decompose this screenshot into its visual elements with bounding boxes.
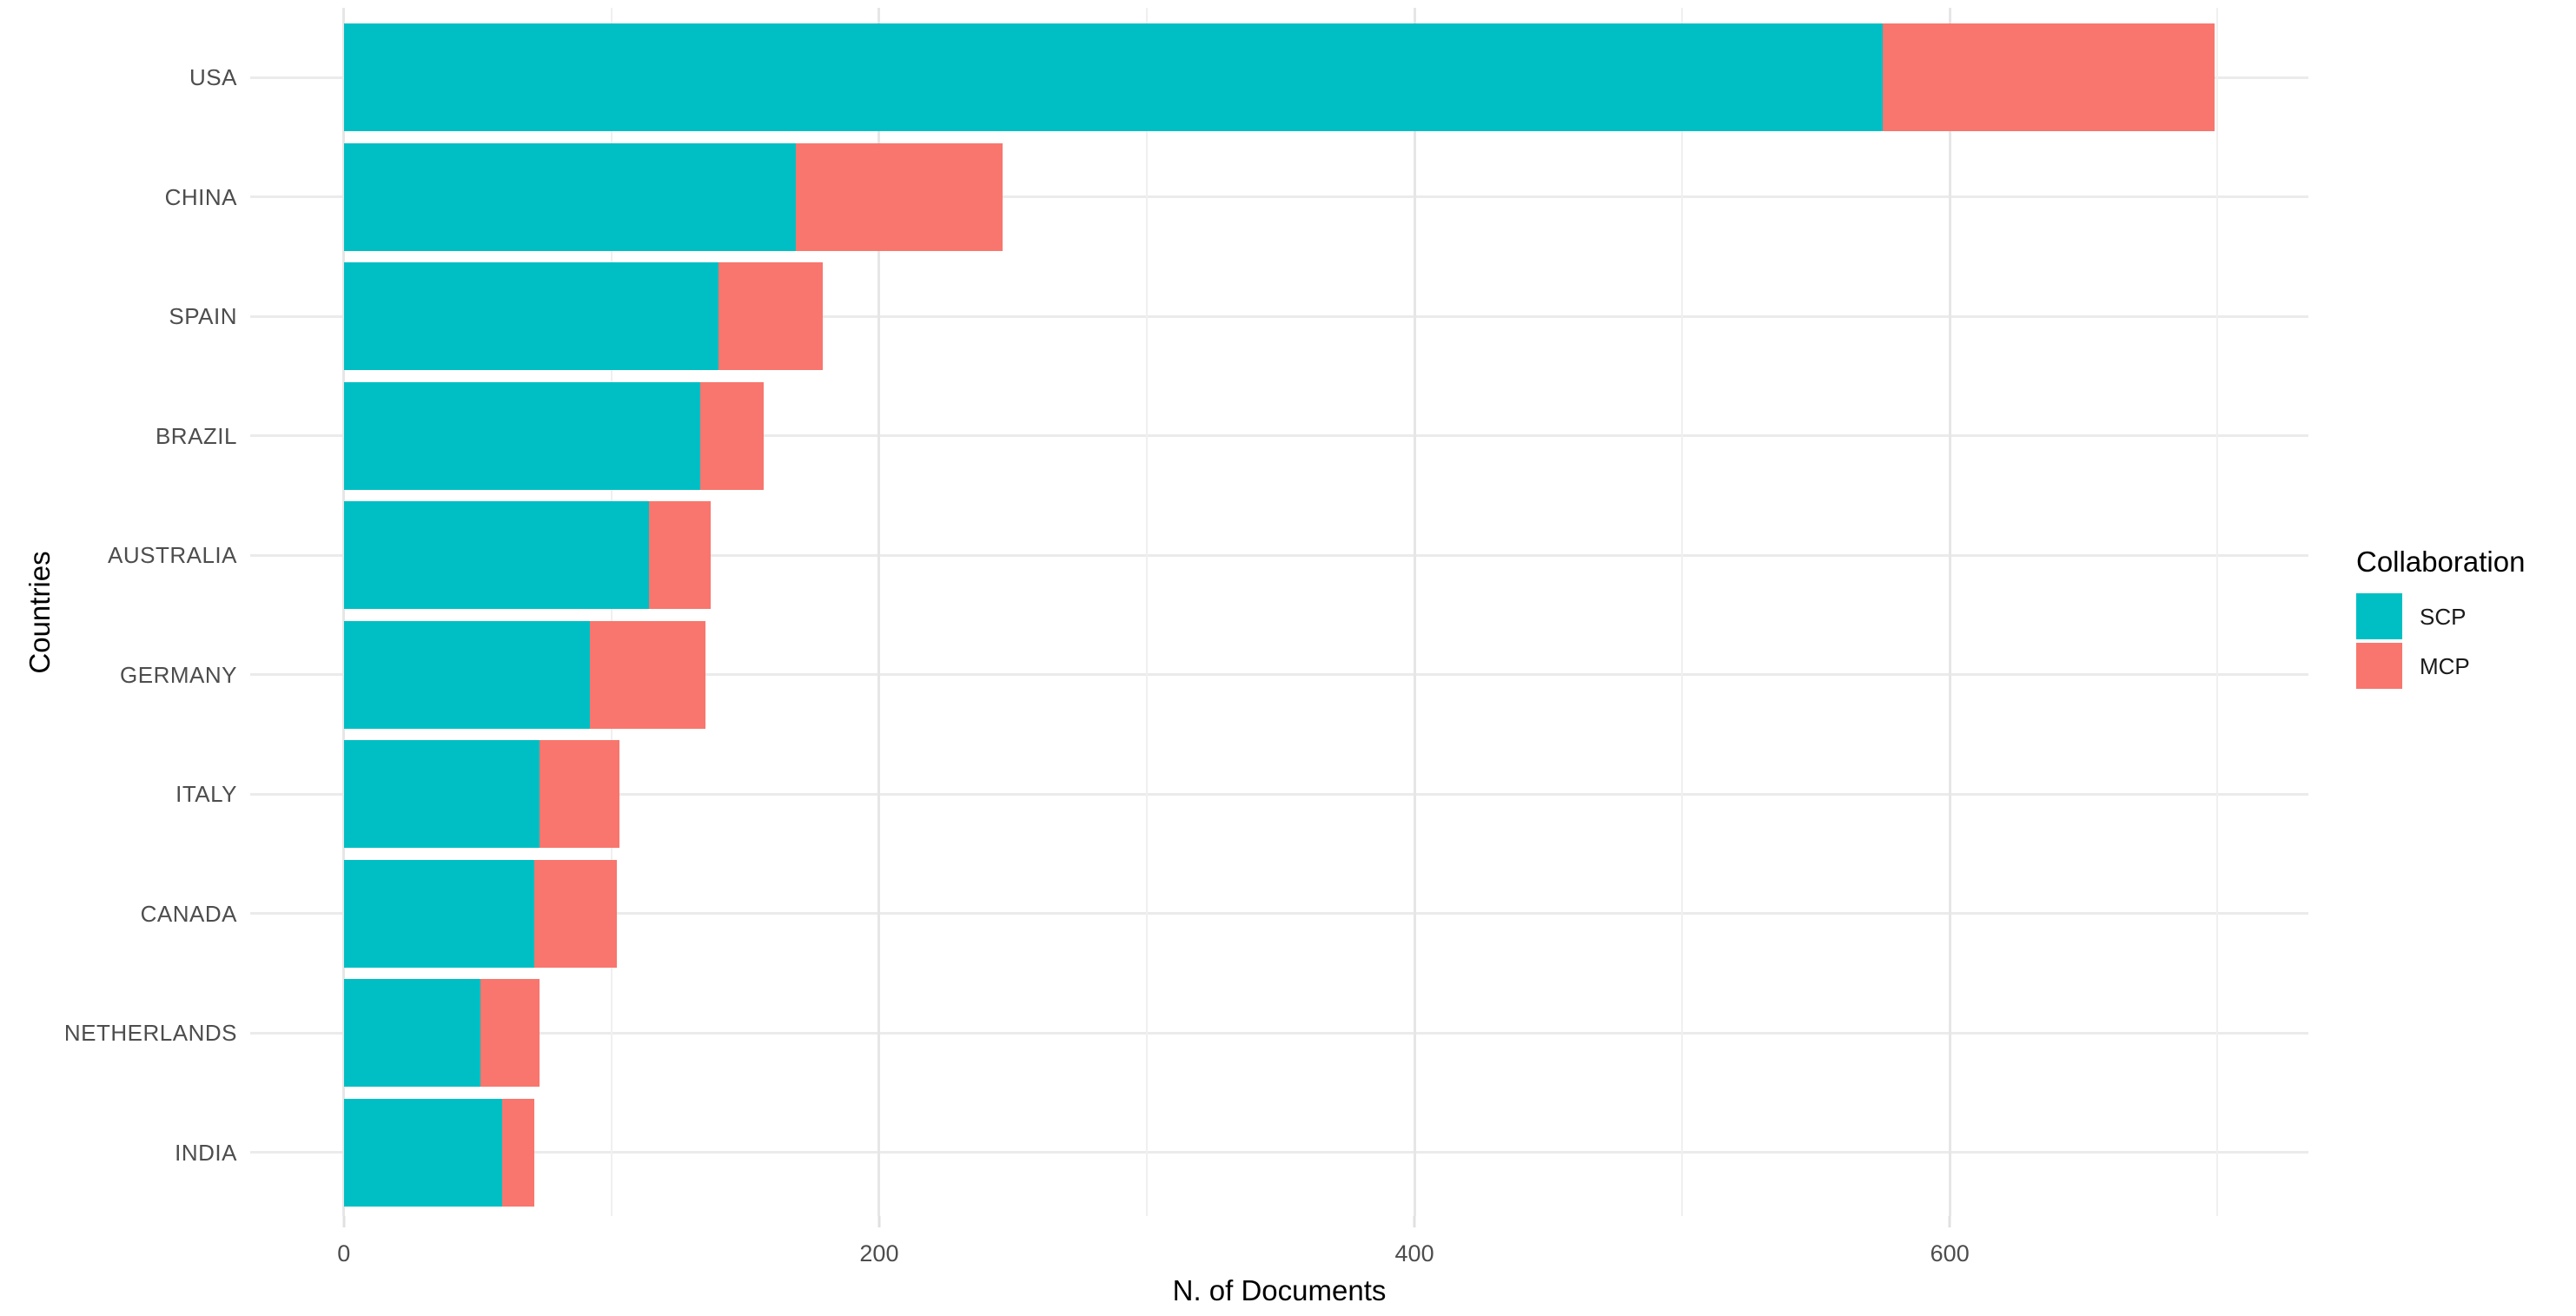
- y-tick-label-india: INDIA: [175, 1139, 237, 1166]
- bar-segment-italy-mcp: [539, 740, 620, 848]
- bar-segment-netherlands-mcp: [480, 979, 540, 1087]
- legend-entry-mcp: MCP: [2356, 643, 2525, 689]
- legend-entry-scp: SCP: [2356, 593, 2525, 639]
- y-tick-label-china: CHINA: [164, 183, 237, 210]
- bar-segment-canada-mcp: [533, 859, 618, 968]
- y-tick-label-usa: USA: [189, 64, 237, 90]
- h-gridline: [250, 673, 2308, 676]
- bar-segment-canada-scp: [343, 859, 534, 968]
- x-tick-mark: [1413, 1216, 1416, 1227]
- x-tick-mark: [342, 1216, 346, 1227]
- legend-entries: SCP MCP: [2356, 593, 2525, 689]
- x-tick-label: 200: [859, 1240, 899, 1266]
- h-gridline: [250, 553, 2308, 557]
- h-gridline: [250, 195, 2308, 198]
- x-tick-mark: [1948, 1216, 1951, 1227]
- y-tick-label-spain: SPAIN: [169, 303, 237, 329]
- bar-segment-australia-mcp: [649, 501, 711, 609]
- h-gridline: [250, 434, 2308, 437]
- v-gridline-major: [1413, 8, 1416, 1216]
- v-gridline-minor: [610, 8, 613, 1216]
- bar-segment-india-mcp: [501, 1098, 534, 1207]
- y-tick-label-germany: GERMANY: [120, 661, 237, 688]
- h-gridline: [250, 912, 2308, 915]
- bar-segment-india-scp: [343, 1098, 502, 1207]
- h-gridline: [250, 1031, 2308, 1035]
- bar-segment-usa-scp: [343, 23, 1884, 131]
- bar-segment-italy-scp: [343, 740, 540, 848]
- y-axis-title: Countries: [23, 550, 56, 674]
- bar-segment-china-mcp: [796, 142, 1003, 251]
- y-tick-label-australia: AUSTRALIA: [108, 542, 237, 568]
- legend-title: Collaboration: [2356, 546, 2526, 578]
- bar-segment-australia-scp: [343, 501, 649, 609]
- x-tick-label: 600: [1930, 1240, 1970, 1266]
- v-gridline-minor: [2216, 8, 2219, 1216]
- h-gridline: [250, 1151, 2308, 1154]
- legend-label-mcp: MCP: [2420, 652, 2470, 679]
- x-tick-label: 0: [337, 1240, 351, 1266]
- h-gridline: [250, 314, 2308, 318]
- bar-segment-usa-mcp: [1883, 23, 2215, 131]
- v-gridline-major: [1948, 8, 1951, 1216]
- x-tick-mark: [877, 1216, 881, 1227]
- scp-color-swatch: [2356, 593, 2402, 639]
- y-tick-label-brazil: BRAZIL: [155, 422, 237, 449]
- v-gridline-minor: [1681, 8, 1684, 1216]
- bar-segment-brazil-scp: [343, 381, 700, 490]
- legend: Collaboration SCP MCP: [2356, 546, 2525, 689]
- bar-segment-netherlands-scp: [343, 979, 480, 1087]
- y-tick-label-canada: CANADA: [140, 900, 237, 927]
- h-gridline: [250, 792, 2308, 796]
- legend-label-scp: SCP: [2420, 603, 2467, 630]
- bar-segment-germany-mcp: [590, 620, 705, 729]
- bar-segment-spain-scp: [343, 262, 719, 370]
- bar-segment-brazil-mcp: [699, 381, 765, 490]
- bar-segment-spain-mcp: [718, 262, 824, 370]
- bar-segment-germany-scp: [343, 620, 591, 729]
- y-tick-label-italy: ITALY: [175, 781, 237, 807]
- v-gridline-minor: [1146, 8, 1148, 1216]
- x-tick-label: 400: [1394, 1240, 1434, 1266]
- y-tick-label-netherlands: NETHERLANDS: [63, 1020, 237, 1046]
- x-axis-title: N. of Documents: [1172, 1274, 1387, 1306]
- v-gridline-major: [342, 8, 346, 1216]
- mcp-color-swatch: [2356, 643, 2402, 689]
- bar-segment-china-scp: [343, 142, 797, 251]
- v-gridline-major: [877, 8, 881, 1216]
